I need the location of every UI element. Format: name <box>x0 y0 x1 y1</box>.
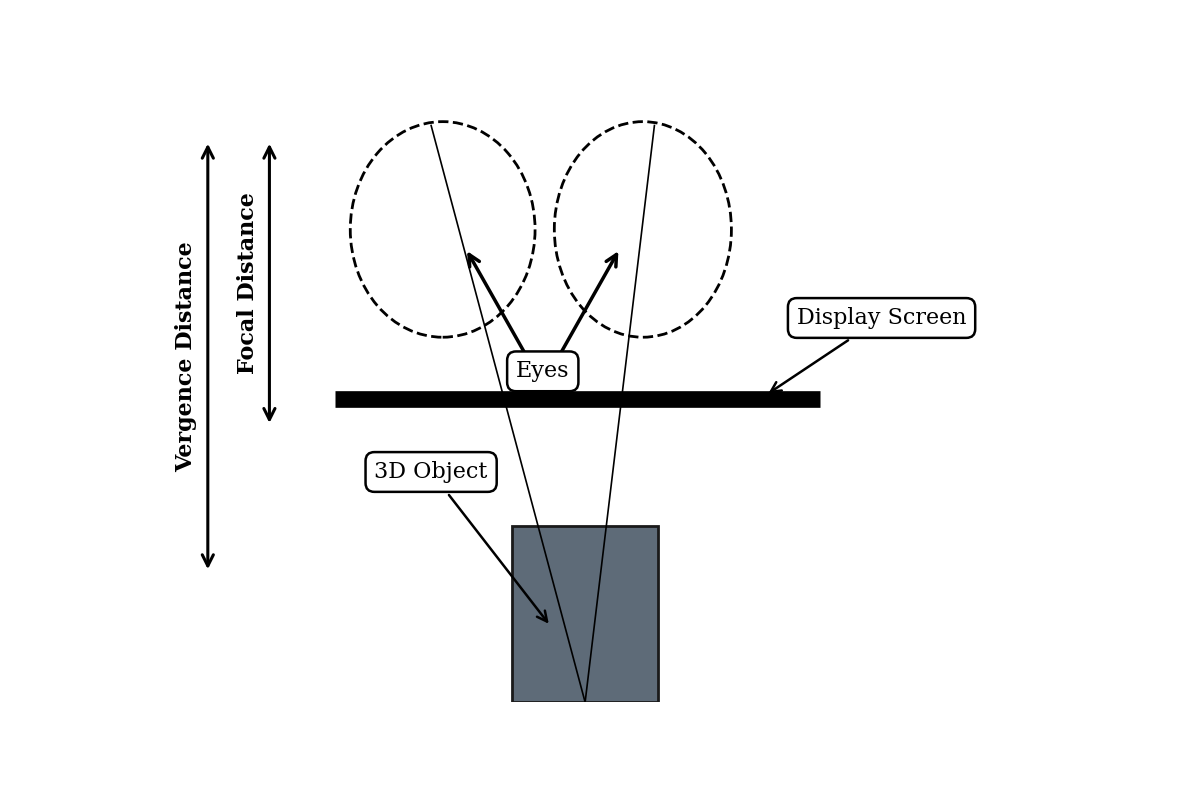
Text: Eyes: Eyes <box>516 361 570 383</box>
Text: Display Screen: Display Screen <box>771 307 966 392</box>
Text: Vergence Distance: Vergence Distance <box>175 241 198 472</box>
FancyBboxPatch shape <box>512 526 658 702</box>
Text: 3D Object: 3D Object <box>374 461 547 622</box>
Text: Focal Distance: Focal Distance <box>237 193 259 374</box>
